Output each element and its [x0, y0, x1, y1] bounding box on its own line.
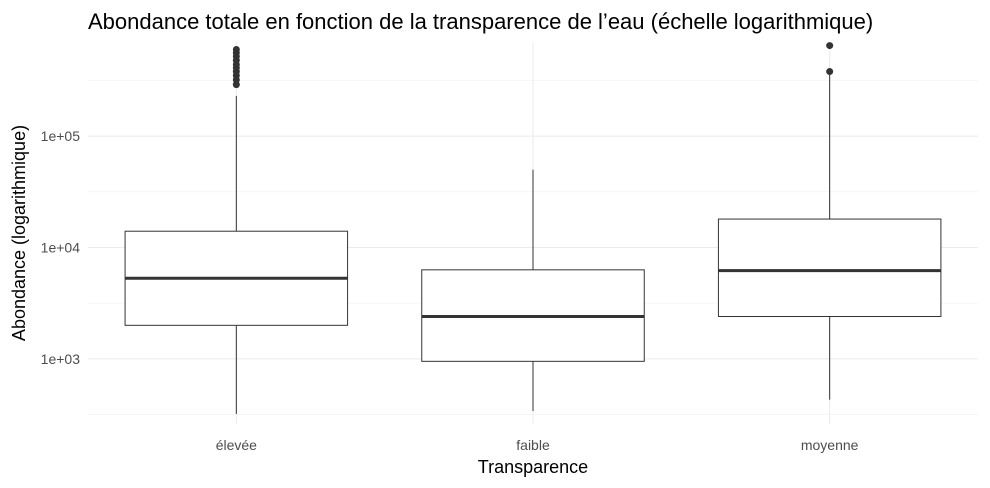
outlier-point	[826, 68, 834, 76]
box-group	[717, 42, 942, 400]
y-axis-title: Abondance (logarithmique)	[9, 125, 29, 341]
outlier-point	[232, 45, 240, 53]
x-tick-label: moyenne	[801, 437, 859, 453]
chart-title: Abondance totale en fonction de la trans…	[88, 9, 873, 34]
x-tick-label: élevée	[216, 437, 257, 453]
outlier-point	[826, 42, 834, 50]
y-axis-ticks: 1e+03 1e+04 1e+05	[41, 128, 81, 367]
boxes	[124, 42, 942, 414]
x-axis-title: Transparence	[478, 457, 588, 477]
y-tick-label: 1e+05	[41, 128, 81, 144]
x-tick-label: faible	[516, 437, 550, 453]
box-group	[124, 45, 349, 414]
y-tick-label: 1e+03	[41, 351, 81, 367]
x-axis-ticks: élevée faible moyenne	[216, 437, 859, 453]
box-iqr	[717, 218, 942, 318]
y-tick-label: 1e+04	[41, 239, 81, 255]
box-group	[421, 169, 645, 412]
